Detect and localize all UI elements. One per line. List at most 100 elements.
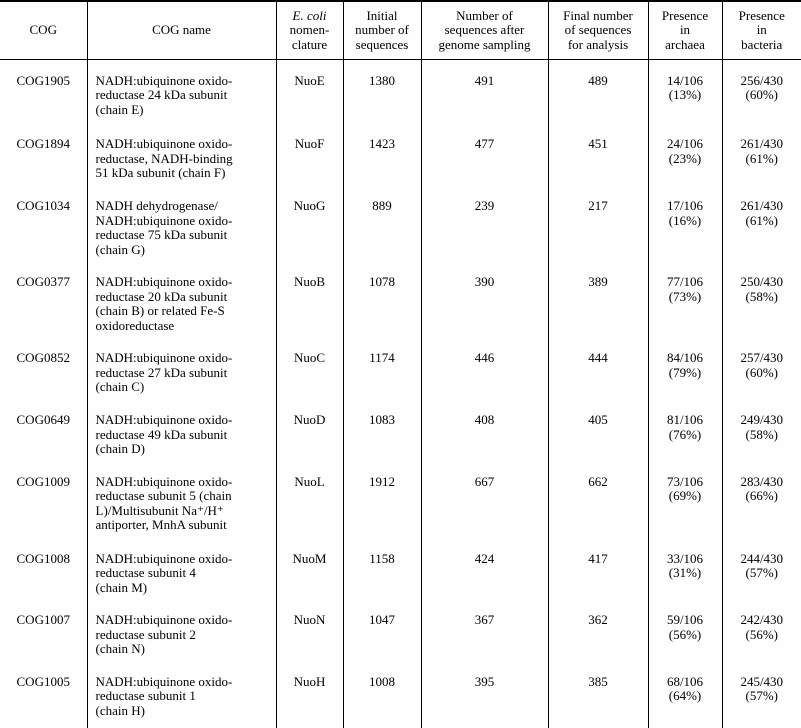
cell-line: 257/430 xyxy=(740,350,784,365)
cell-line: NuoB xyxy=(293,274,326,289)
cell-final-for-analysis: 217 xyxy=(547,185,648,261)
cell-line: 77/106 xyxy=(666,274,704,289)
cell-line: 417 xyxy=(588,550,608,566)
cell-line: 261/430 xyxy=(740,136,784,151)
cell-line: 408 xyxy=(474,412,495,427)
cell-line: NADH:ubiquinone oxido- xyxy=(95,473,233,489)
cell-line: (73%) xyxy=(668,288,702,304)
cell-final-for-analysis: 662 xyxy=(547,460,648,538)
cell-after-sampling: 424 xyxy=(420,537,548,599)
cell-line: NuoE xyxy=(294,72,325,88)
cell-line: (76%) xyxy=(668,426,702,442)
header-line: nomen- xyxy=(289,22,330,37)
cell-line: L)/Multisubunit Na⁺/H⁺ xyxy=(95,502,224,518)
header-line: clature xyxy=(291,36,328,52)
header-line: sequences after xyxy=(444,22,525,37)
cell-cog: COG0852 xyxy=(0,337,87,399)
cell-line: 1083 xyxy=(369,412,395,427)
cell-line: (13%) xyxy=(668,87,702,102)
cell-line: (58%) xyxy=(745,288,779,304)
cell-after-sampling: 408 xyxy=(420,399,548,461)
table-row: COG1905 NADH:ubiquinone oxido-reductase 2… xyxy=(0,59,801,123)
cell-cog-name: NADH:ubiquinone oxido-reductase, NADH-bi… xyxy=(86,123,276,185)
cell-line: (60%) xyxy=(745,364,779,380)
cell-line: 249/430 xyxy=(740,412,784,427)
cell-line: NADH:ubiquinone oxido- xyxy=(95,550,233,566)
cell-ecoli-nomenclature: NuoH xyxy=(275,660,343,728)
cell-line: 389 xyxy=(588,274,608,289)
cell-line: NADH:ubiquinone oxido- xyxy=(95,412,233,427)
cell-presence-archaea: 59/106 (56%) xyxy=(647,599,722,661)
cell-line: COG0649 xyxy=(16,412,70,427)
cell-line: 261/430 xyxy=(740,198,784,213)
cell-line: 68/106 xyxy=(666,673,704,689)
cell-line: reductase 24 kDa subunit xyxy=(95,87,228,102)
cell-line: NADH dehydrogenase/ xyxy=(95,198,218,213)
cell-line: reductase 20 kDa subunit xyxy=(95,288,228,304)
cell-line: (57%) xyxy=(745,565,779,580)
cell-line: 250/430 xyxy=(740,274,784,289)
cell-line: 1047 xyxy=(369,612,395,627)
cell-line: (chain M) xyxy=(95,579,148,595)
cell-line: (58%) xyxy=(745,426,779,442)
cell-line: reductase subunit 2 xyxy=(95,626,196,642)
col-header-final-for-analysis: Final number of sequences for analysis xyxy=(547,1,648,60)
cell-line: antiporter, MnhA subunit xyxy=(95,517,227,532)
header-line: Number of xyxy=(456,7,513,23)
cell-line: (31%) xyxy=(668,565,702,580)
cell-line: 667 xyxy=(474,473,495,489)
cell-line: NuoN xyxy=(293,612,326,627)
cell-line: 217 xyxy=(588,198,608,213)
cell-line: (79%) xyxy=(668,364,702,380)
cell-line: 1078 xyxy=(369,274,395,289)
cell-line: reductase subunit 1 xyxy=(95,688,196,703)
cell-ecoli-nomenclature: NuoE xyxy=(275,59,343,123)
cell-line: 491 xyxy=(474,72,495,88)
cell-line: COG1905 xyxy=(16,72,70,88)
header-line: COG xyxy=(29,22,57,37)
table-row: COG0377 NADH:ubiquinone oxido-reductase 2… xyxy=(0,261,801,337)
cell-ecoli-nomenclature: NuoN xyxy=(275,599,343,661)
cell-presence-archaea: 33/106 (31%) xyxy=(647,537,722,599)
cell-line: (chain H) xyxy=(95,702,145,718)
cell-line: (56%) xyxy=(668,626,702,642)
col-header-cog: COG xyxy=(0,1,87,60)
cell-cog-name: NADH:ubiquinone oxido-reductase 49 kDa s… xyxy=(86,399,276,461)
table-row: COG1894 NADH:ubiquinone oxido-reductase, … xyxy=(0,123,801,185)
cell-line: 283/430 xyxy=(740,473,784,489)
cell-line: NuoG xyxy=(293,198,326,213)
header-line: number of xyxy=(355,22,409,37)
cell-line: 889 xyxy=(372,198,392,213)
table-row: COG0852 NADH:ubiquinone oxido-reductase 2… xyxy=(0,337,801,399)
cell-ecoli-nomenclature: NuoF xyxy=(275,123,343,185)
cell-line: 362 xyxy=(588,612,608,627)
cell-line: 33/106 xyxy=(666,550,704,566)
cell-ecoli-nomenclature: NuoM xyxy=(275,537,343,599)
col-header-presence-bacteria: Presence in bacteria xyxy=(721,1,801,60)
cell-line: reductase 27 kDa subunit xyxy=(95,364,228,380)
cell-line: COG1009 xyxy=(16,473,70,489)
cell-line: (chain E) xyxy=(95,101,144,117)
cell-line: 256/430 xyxy=(740,72,784,88)
cell-line: 451 xyxy=(588,136,608,151)
cell-line: (57%) xyxy=(745,688,779,703)
table-row: COG1005 NADH:ubiquinone oxido-reductase s… xyxy=(0,660,801,728)
cell-line: 1912 xyxy=(369,473,395,489)
header-line: archaea xyxy=(665,36,705,52)
cell-ecoli-nomenclature: NuoG xyxy=(275,185,343,261)
cell-line: NADH:ubiquinone oxido- xyxy=(95,612,233,627)
cell-line: (61%) xyxy=(745,150,779,166)
cell-presence-bacteria: 242/430 (56%) xyxy=(721,599,801,661)
cell-presence-archaea: 68/106 (64%) xyxy=(647,660,722,728)
cell-line: NuoM xyxy=(292,550,327,566)
cell-line: (66%) xyxy=(745,488,779,503)
cell-cog-name: NADH:ubiquinone oxido-reductase subunit … xyxy=(86,537,276,599)
cell-line: reductase subunit 4 xyxy=(95,565,196,580)
cell-initial-sequences: 1380 xyxy=(342,59,421,123)
header-line: Final number xyxy=(563,7,633,23)
table-body: COG1905 NADH:ubiquinone oxido-reductase 2… xyxy=(0,59,801,728)
col-header-after-sampling: Number of sequences after genome sampling xyxy=(420,1,548,60)
cell-presence-archaea: 81/106 (76%) xyxy=(647,399,722,461)
